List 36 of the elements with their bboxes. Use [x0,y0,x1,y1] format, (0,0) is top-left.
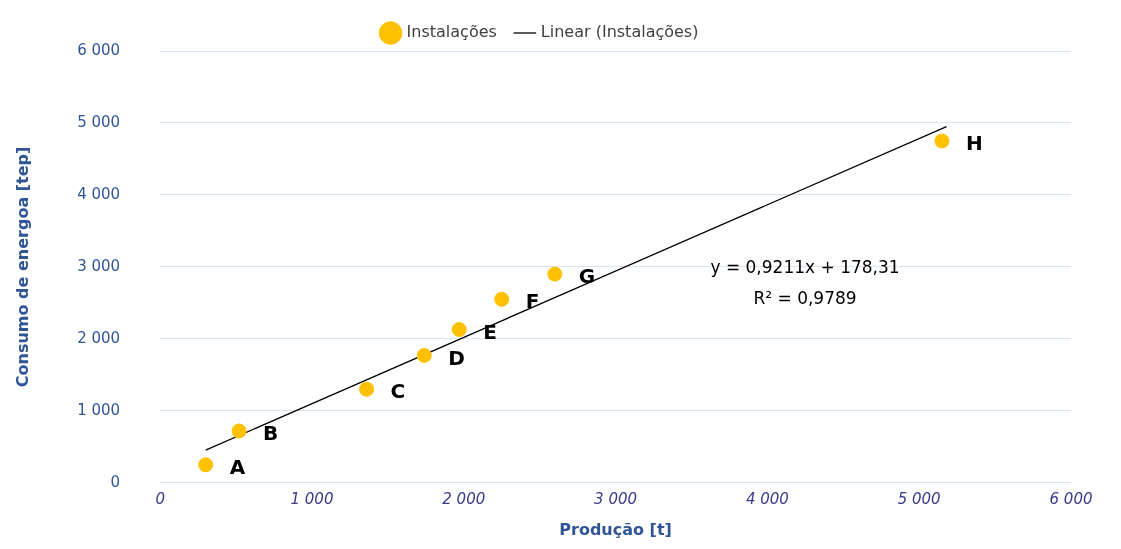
annotation: C [390,379,406,404]
point [451,322,467,338]
y-tick-label: 0 [110,472,121,491]
x-tick-label: 3 000 [594,489,638,508]
point [547,266,563,282]
annotation: F [525,289,540,314]
point [359,381,375,397]
annotation: E [483,319,497,344]
point [231,423,247,439]
y-tick-label: 2 000 [77,328,121,347]
y-tick-label: 1 000 [77,400,121,419]
x-tick-label: 0 [155,489,165,508]
annotation: D [448,345,465,370]
legend-label: Instalações [406,22,497,42]
point [934,133,950,149]
point [198,457,214,473]
annotation: A [229,455,246,480]
y-tick-label: 6 000 [77,40,121,59]
x-axis-title: Produção [t] [559,519,672,539]
annotation: H [965,131,983,156]
annotation: R² = 0,9789 [753,288,857,309]
x-tick-label: 5 000 [897,489,941,508]
y-tick-label: 5 000 [77,112,121,131]
annotation: y = 0,9211x + 178,31 [710,257,900,278]
y-axis-title: Consumo de energoa [tep] [12,146,32,388]
x-tick-label: 1 000 [290,489,334,508]
annotation: B [263,421,279,446]
y-tick-label: 4 000 [77,184,121,203]
y-tick-label: 3 000 [77,256,121,275]
point [494,291,510,307]
x-tick-label: 6 000 [1049,489,1093,508]
annotation: G [578,264,596,289]
point [416,347,432,363]
x-tick-label: 4 000 [745,489,789,508]
legend-label: Linear (Instalações) [540,22,699,42]
x-tick-label: 2 000 [442,489,486,508]
